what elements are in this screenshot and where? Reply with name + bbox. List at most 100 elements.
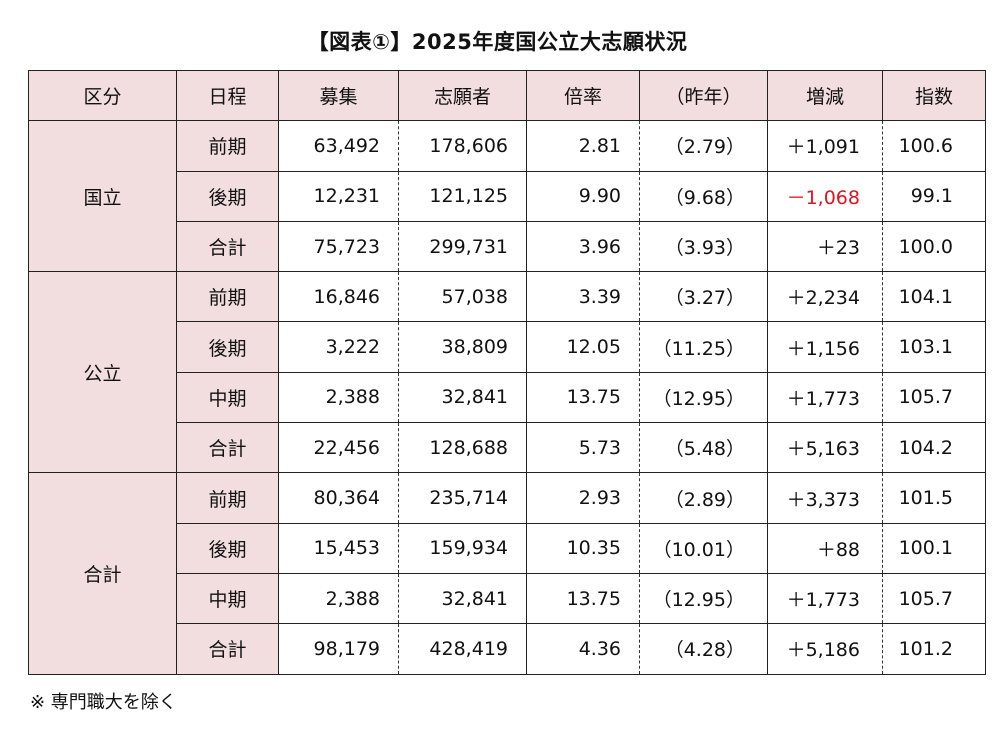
change-cell: ＋5,163 xyxy=(767,422,883,474)
period-label: 前期 xyxy=(176,120,279,172)
change-cell: －1,068 xyxy=(767,170,883,222)
change-cell: ＋1,156 xyxy=(767,321,883,373)
header-index: 指数 xyxy=(882,69,986,122)
applicants-cell: 178,606 xyxy=(398,120,527,172)
ratio-cell: 9.90 xyxy=(526,170,640,222)
prev-year-cell: （9.68） xyxy=(639,170,768,222)
index-cell: 99.1 xyxy=(882,170,986,222)
table-row: 合計 前期 80,364 235,714 2.93 （2.89） ＋3,373 101.5 xyxy=(28,472,986,675)
recruit-cell: 75,723 xyxy=(278,220,399,273)
ratio-cell: 4.36 xyxy=(526,623,640,675)
table-row: 後期 3,222 38,809 12.05 （11.25） ＋1,156 103.1 xyxy=(29,321,986,373)
period-label: 後期 xyxy=(176,170,279,222)
index-cell: 101.5 xyxy=(882,472,986,524)
change-cell: ＋1,773 xyxy=(767,371,883,424)
footnote: ※ 専門職大を除く xyxy=(30,692,177,713)
recruit-cell: 98,179 xyxy=(278,623,399,675)
index-cell: 100.6 xyxy=(882,120,986,172)
prev-year-cell: （4.28） xyxy=(639,623,768,675)
change-cell: ＋5,186 xyxy=(767,623,883,675)
application-status-table: 区分 日程 募集 志願者 倍率 （昨年） 増減 指数 国立 前期 63,492 178… xyxy=(28,69,986,675)
group-label: 国立 xyxy=(28,120,177,273)
period-label: 前期 xyxy=(176,472,279,524)
change-cell: ＋1,091 xyxy=(767,120,883,172)
header-recruitment: 募集 xyxy=(278,69,399,122)
prev-year-cell: （2.89） xyxy=(639,472,768,524)
prev-year-cell: （12.95） xyxy=(639,572,768,625)
group-label: 合計 xyxy=(28,472,177,675)
prev-year-cell: （3.27） xyxy=(639,271,768,323)
applicants-cell: 38,809 xyxy=(398,321,527,373)
table-body: 国立 前期 63,492 178,606 2.81 （2.79） ＋1,091 100.6 後期… xyxy=(28,120,986,675)
ratio-cell: 10.35 xyxy=(526,522,640,574)
prev-year-cell: （5.48） xyxy=(639,422,768,474)
change-cell: ＋88 xyxy=(767,522,883,574)
index-cell: 105.7 xyxy=(882,371,986,424)
ratio-cell: 2.93 xyxy=(526,472,640,524)
applicants-cell: 121,125 xyxy=(398,170,527,222)
index-cell: 104.2 xyxy=(882,422,986,474)
header-schedule: 日程 xyxy=(176,69,279,122)
prev-year-cell: （10.01） xyxy=(639,522,768,574)
applicants-cell: 235,714 xyxy=(398,472,527,524)
change-cell: ＋2,234 xyxy=(767,271,883,323)
table-row: 中期 2,388 32,841 13.75 （12.95） ＋1,773 105.7 xyxy=(29,371,986,424)
ratio-cell: 2.81 xyxy=(526,120,640,172)
index-cell: 105.7 xyxy=(882,572,986,625)
change-cell: ＋3,373 xyxy=(767,472,883,524)
change-cell: ＋1,773 xyxy=(767,572,883,625)
index-cell: 101.2 xyxy=(882,623,986,675)
prev-year-cell: （2.79） xyxy=(639,120,768,172)
header-change: 増減 xyxy=(767,69,883,122)
period-label: 中期 xyxy=(176,572,279,625)
ratio-cell: 12.05 xyxy=(526,321,640,373)
applicants-cell: 299,731 xyxy=(398,220,527,273)
table-row: 国立 前期 63,492 178,606 2.81 （2.79） ＋1,091 100.6 xyxy=(28,120,986,273)
ratio-cell: 13.75 xyxy=(526,371,640,424)
table-row: 後期 15,453 159,934 10.35 （10.01） ＋88 100.1 xyxy=(29,522,986,574)
group-label: 公立 xyxy=(28,271,177,474)
header-ratio: 倍率 xyxy=(526,69,640,122)
table-row: 公立 前期 16,846 57,038 3.39 （3.27） ＋2,234 104.1 xyxy=(28,271,986,474)
period-label: 合計 xyxy=(176,623,279,675)
applicants-cell: 159,934 xyxy=(398,522,527,574)
table-row: 合計 22,456 128,688 5.73 （5.48） ＋5,163 104.2 xyxy=(29,422,986,474)
recruit-cell: 2,388 xyxy=(278,572,399,625)
index-cell: 100.1 xyxy=(882,522,986,574)
index-cell: 100.0 xyxy=(882,220,986,273)
applicants-cell: 32,841 xyxy=(398,572,527,625)
applicants-cell: 428,419 xyxy=(398,623,527,675)
period-label: 合計 xyxy=(176,422,279,474)
header-category: 区分 xyxy=(28,69,177,122)
recruit-cell: 3,222 xyxy=(278,321,399,373)
prev-year-cell: （11.25） xyxy=(639,321,768,373)
recruit-cell: 12,231 xyxy=(278,170,399,222)
index-cell: 103.1 xyxy=(882,321,986,373)
applicants-cell: 32,841 xyxy=(398,371,527,424)
header-row: 区分 日程 募集 志願者 倍率 （昨年） 増減 指数 xyxy=(28,69,986,122)
period-label: 中期 xyxy=(176,371,279,424)
table-row: 合計 75,723 299,731 3.96 （3.93） ＋23 100.0 xyxy=(29,220,986,273)
prev-year-cell: （3.93） xyxy=(639,220,768,273)
ratio-cell: 5.73 xyxy=(526,422,640,474)
prev-year-cell: （12.95） xyxy=(639,371,768,424)
period-label: 前期 xyxy=(176,271,279,323)
recruit-cell: 22,456 xyxy=(278,422,399,474)
table-row: 合計 98,179 428,419 4.36 （4.28） ＋5,186 101.2 xyxy=(29,623,986,675)
ratio-cell: 3.39 xyxy=(526,271,640,323)
applicants-cell: 128,688 xyxy=(398,422,527,474)
header-applicants: 志願者 xyxy=(398,69,527,122)
period-label: 後期 xyxy=(176,321,279,373)
recruit-cell: 16,846 xyxy=(278,271,399,323)
header-prev-year: （昨年） xyxy=(639,69,768,122)
ratio-cell: 13.75 xyxy=(526,572,640,625)
period-label: 後期 xyxy=(176,522,279,574)
ratio-cell: 3.96 xyxy=(526,220,640,273)
recruit-cell: 80,364 xyxy=(278,472,399,524)
table-row: 後期 12,231 121,125 9.90 （9.68） －1,068 99.1 xyxy=(29,170,986,222)
change-cell: ＋23 xyxy=(767,220,883,273)
figure-title: 【図表①】2025年度国公立大志願状況 xyxy=(307,30,688,54)
period-label: 合計 xyxy=(176,220,279,273)
recruit-cell: 15,453 xyxy=(278,522,399,574)
applicants-cell: 57,038 xyxy=(398,271,527,323)
